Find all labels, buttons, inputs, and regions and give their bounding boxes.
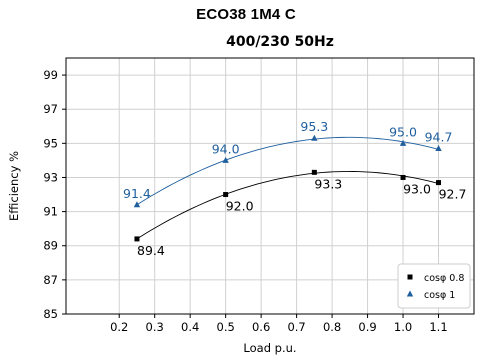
y-tick-label: 95	[43, 136, 58, 150]
x-tick-label: 0.9	[358, 320, 376, 334]
x-tick-label: 0.6	[252, 320, 270, 334]
series-0-point	[401, 175, 406, 180]
x-tick-label: 0.4	[181, 320, 199, 334]
series-0-point	[436, 180, 441, 185]
series-1-data-label: 95.0	[389, 124, 417, 139]
series-0-point	[312, 170, 317, 175]
series-1-curve	[137, 137, 439, 204]
legend-label: cosφ 0.8	[424, 273, 464, 284]
y-tick-label: 99	[43, 68, 58, 82]
trend-curves	[137, 137, 439, 239]
x-tick-label: 1.1	[429, 320, 447, 334]
series-0-data-label: 92.7	[439, 187, 467, 202]
series-0-data-label: 93.3	[314, 176, 342, 191]
series-1-data-label: 91.4	[123, 186, 151, 201]
series-0-data-label: 93.0	[403, 181, 431, 196]
data-labels: 89.4 92.0 93.3 93.0 92.7 91.4 94.0 95.3 95.0 94.7	[123, 119, 466, 258]
legend-label: cosφ 1	[424, 290, 455, 301]
y-tick-label: 87	[43, 273, 58, 287]
series-1-point	[222, 157, 228, 163]
legend-marker	[408, 275, 413, 280]
legend-box	[398, 264, 470, 308]
series-0-data-label: 89.4	[137, 243, 165, 258]
x-tick-label: 1.0	[394, 320, 412, 334]
y-axis-label: Efficiency %	[7, 151, 21, 221]
series-1-data-label: 94.7	[425, 129, 453, 144]
series-1-data-label: 94.0	[212, 141, 240, 156]
y-tick-label: 93	[43, 170, 58, 184]
series-0-curve	[137, 171, 439, 238]
y-tick-label: 91	[43, 205, 58, 219]
x-tick-label: 0.2	[110, 320, 128, 334]
series-1-point	[435, 145, 441, 151]
x-tick-label: 0.7	[287, 320, 305, 334]
x-tick-label: 0.3	[146, 320, 164, 334]
y-tick-label: 85	[43, 307, 58, 321]
series-0-point	[223, 192, 228, 197]
data-markers	[134, 135, 442, 242]
series-1-data-label: 95.3	[300, 119, 328, 134]
x-tick-label: 0.5	[217, 320, 235, 334]
legend: cosφ 0.8 cosφ 1	[398, 264, 470, 308]
series-1-point	[134, 201, 140, 207]
x-tick-label: 0.8	[323, 320, 341, 334]
y-tick-label: 89	[43, 239, 58, 253]
series-1-point	[311, 135, 317, 141]
x-axis-label: Load p.u.	[243, 341, 296, 355]
series-0-point	[134, 236, 139, 241]
series-0-data-label: 92.0	[226, 199, 254, 214]
y-tick-label: 97	[43, 102, 58, 116]
